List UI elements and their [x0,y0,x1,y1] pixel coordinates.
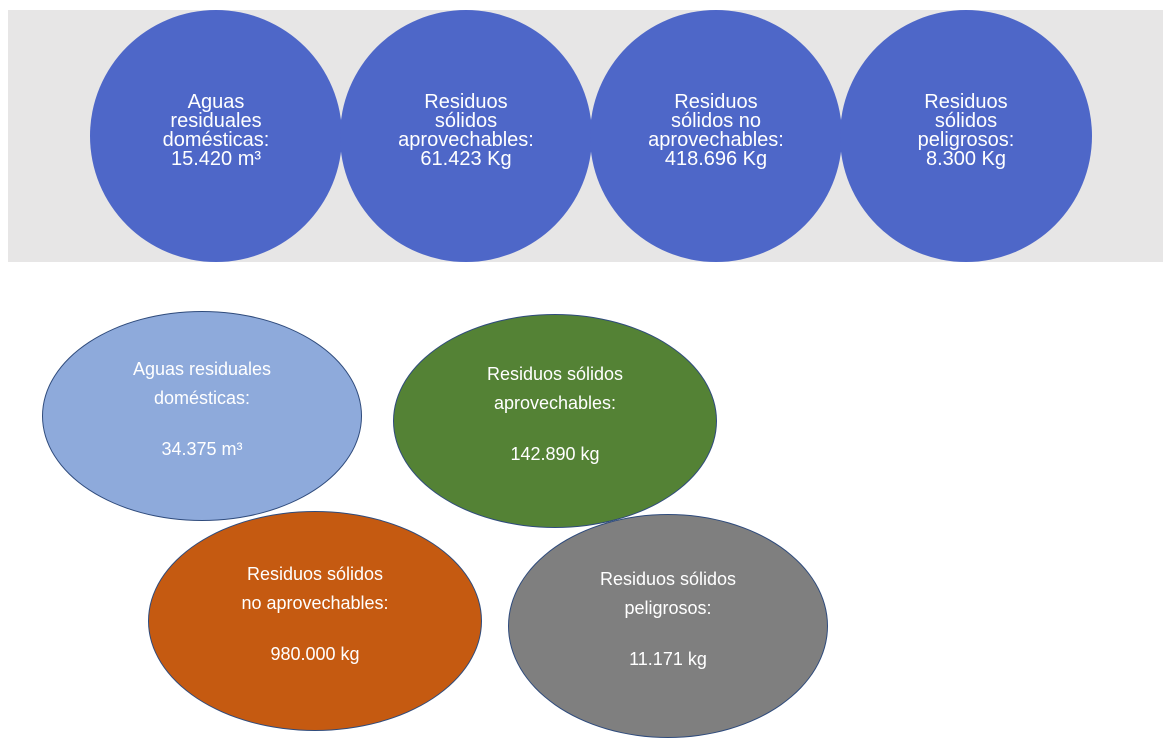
ellipse-line: Aguas residuales [132,358,272,379]
metric-circle: Residuos sólidos aprovechables: 61.423 Kg [340,10,592,262]
ellipse-line: Residuos sólidos [599,568,737,589]
ellipse-value: 11.171 kg [629,648,707,669]
ellipse-line: domésticas: [153,387,251,408]
metric-circle: Residuos sólidos no aprovechables: 418.696 … [590,10,842,262]
circle-line: Aguas [187,91,245,113]
circle-line: peligrosos: [917,129,1015,151]
circle-line: Residuos [424,91,508,113]
circle-line: 418.696 Kg [664,148,768,170]
metric-ellipse: Aguas residuales domésticas: 34.375 m³ [42,311,362,521]
circle-line: residuales [170,110,262,132]
circle-line: 8.300 Kg [925,148,1007,170]
metric-ellipse: Residuos sólidos aprovechables: 142.890 kg [393,314,717,528]
circle-line: aprovechables: [398,129,534,151]
ellipse-line: Residuos sólidos [486,363,624,384]
ellipse-value: 142.890 kg [510,443,600,464]
circle-line: sólidos [934,110,998,132]
circle-line: aprovechables: [648,129,784,151]
circle-line: sólidos no [670,110,762,132]
metric-circle: Residuos sólidos peligrosos: 8.300 Kg [840,10,1092,262]
ellipse-line: peligrosos: [624,597,712,618]
ellipse-value: 980.000 kg [270,643,360,664]
ellipse-line: no aprovechables: [241,592,389,613]
metric-circle: Aguas residuales domésticas: 15.420 m³ [90,10,342,262]
ellipse-line: aprovechables: [493,392,617,413]
circle-line: domésticas: [162,129,270,151]
circle-line: sólidos [434,110,498,132]
circle-line: 15.420 m³ [170,148,262,170]
metric-ellipse: Residuos sólidos peligrosos: 11.171 kg [508,514,828,738]
ellipse-value: 34.375 m³ [161,438,243,459]
circle-line: Residuos [924,91,1008,113]
metric-ellipse: Residuos sólidos no aprovechables: 980.000… [148,511,482,731]
circle-line: 61.423 Kg [420,148,512,170]
ellipse-line: Residuos sólidos [246,563,384,584]
circle-line: Residuos [674,91,758,113]
